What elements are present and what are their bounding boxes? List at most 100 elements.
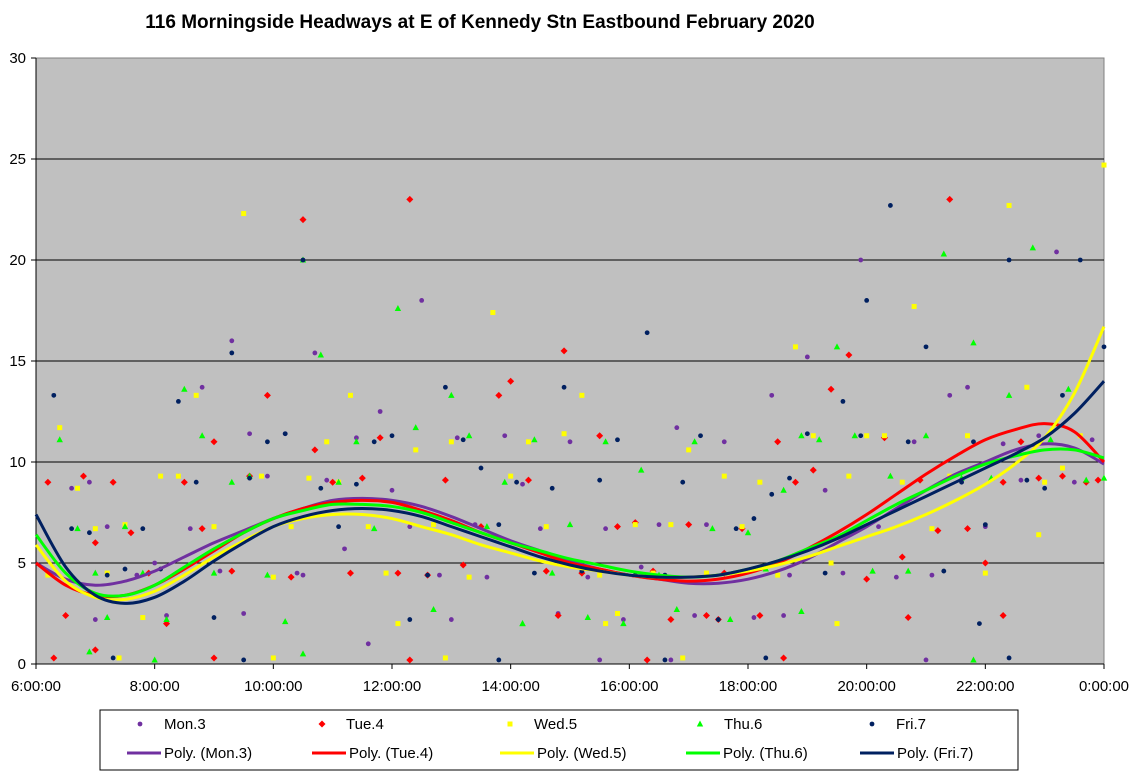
y-tick-label: 10 xyxy=(9,454,26,471)
data-point xyxy=(1101,344,1107,350)
data-point xyxy=(691,438,698,445)
y-tick-label: 0 xyxy=(18,656,26,673)
data-point xyxy=(757,479,763,485)
data-point xyxy=(92,617,98,622)
data-point xyxy=(1058,472,1066,480)
data-point xyxy=(816,436,823,443)
data-point xyxy=(229,350,235,356)
x-tick-label: 20:00:00 xyxy=(837,678,895,695)
data-point xyxy=(781,613,786,618)
scatter-points xyxy=(44,162,1108,664)
data-point xyxy=(905,567,912,574)
data-point xyxy=(970,656,977,663)
data-point xyxy=(210,438,218,446)
data-point xyxy=(394,569,402,577)
data-point xyxy=(430,605,437,612)
data-point xyxy=(887,472,894,479)
data-point xyxy=(1042,485,1048,491)
data-point xyxy=(774,438,782,446)
data-point xyxy=(140,615,146,621)
data-point xyxy=(406,195,414,203)
legend-label: Poly. (Mon.3) xyxy=(164,745,252,762)
data-point xyxy=(158,473,164,479)
data-point xyxy=(1029,244,1036,251)
data-point xyxy=(263,391,271,399)
data-point xyxy=(798,432,805,439)
data-point xyxy=(519,620,526,627)
data-point xyxy=(893,574,899,580)
trendline-Poly. (Tue.4) xyxy=(35,422,1106,599)
data-point xyxy=(775,572,781,578)
data-point xyxy=(946,195,954,203)
data-point xyxy=(923,657,929,663)
data-point xyxy=(668,657,674,663)
data-point xyxy=(621,617,626,622)
data-point xyxy=(69,526,74,532)
data-point xyxy=(1035,474,1043,482)
data-point xyxy=(121,523,129,530)
data-point xyxy=(858,433,864,439)
data-point xyxy=(615,437,620,443)
legend-marker xyxy=(137,721,143,727)
data-point xyxy=(537,526,543,532)
data-point xyxy=(828,560,834,566)
data-point xyxy=(287,573,295,581)
data-point xyxy=(643,656,651,664)
data-point xyxy=(324,439,330,445)
data-point xyxy=(1018,477,1024,483)
x-tick-label: 12:00:00 xyxy=(363,678,421,695)
data-point xyxy=(940,250,947,257)
data-point xyxy=(554,612,562,620)
data-point xyxy=(211,524,217,530)
data-point xyxy=(977,621,982,626)
data-point xyxy=(466,574,472,580)
data-point xyxy=(45,572,51,578)
data-point xyxy=(827,385,835,393)
data-point xyxy=(407,524,413,530)
data-point xyxy=(680,655,686,661)
data-point xyxy=(964,525,972,533)
data-point xyxy=(520,481,525,487)
data-point xyxy=(389,487,395,493)
x-tick-label: 16:00:00 xyxy=(600,678,658,695)
data-point xyxy=(495,391,503,399)
legend-label: Poly. (Wed.5) xyxy=(537,745,626,762)
data-point xyxy=(299,650,307,657)
data-point xyxy=(561,384,567,390)
data-point xyxy=(198,432,206,439)
legend: Mon.3 Tue.4 Wed.5 Thu.6 Fri.7 Poly. (Mon.3) Po… xyxy=(127,716,973,762)
chart-title: 116 Morningside Headways at E of Kennedy… xyxy=(145,12,814,33)
data-point xyxy=(358,474,366,482)
data-point xyxy=(632,522,638,528)
data-point xyxy=(265,439,270,445)
data-point xyxy=(50,654,58,662)
data-point xyxy=(662,657,668,663)
data-point xyxy=(561,431,567,437)
data-point xyxy=(1000,441,1006,447)
data-point xyxy=(241,211,247,217)
data-point xyxy=(210,654,218,662)
data-point xyxy=(567,439,573,445)
data-point xyxy=(288,524,294,530)
x-tick-label: 22:00:00 xyxy=(956,678,1014,695)
data-point xyxy=(698,433,703,439)
data-point xyxy=(751,516,757,521)
data-point xyxy=(1089,437,1095,443)
data-point xyxy=(116,655,122,661)
data-point xyxy=(329,478,337,486)
data-point xyxy=(346,569,354,577)
data-point xyxy=(751,615,757,620)
data-point xyxy=(1006,202,1012,208)
legend-marker xyxy=(318,720,326,728)
data-point xyxy=(490,310,496,316)
data-point xyxy=(532,570,537,576)
data-point xyxy=(241,611,247,616)
data-point xyxy=(834,621,840,627)
data-point xyxy=(543,524,549,530)
data-point xyxy=(965,384,970,390)
data-point xyxy=(911,439,917,445)
data-point xyxy=(584,614,591,621)
y-tick-label: 30 xyxy=(9,50,26,67)
trendline-Poly. (Fri.7) xyxy=(34,380,1106,605)
